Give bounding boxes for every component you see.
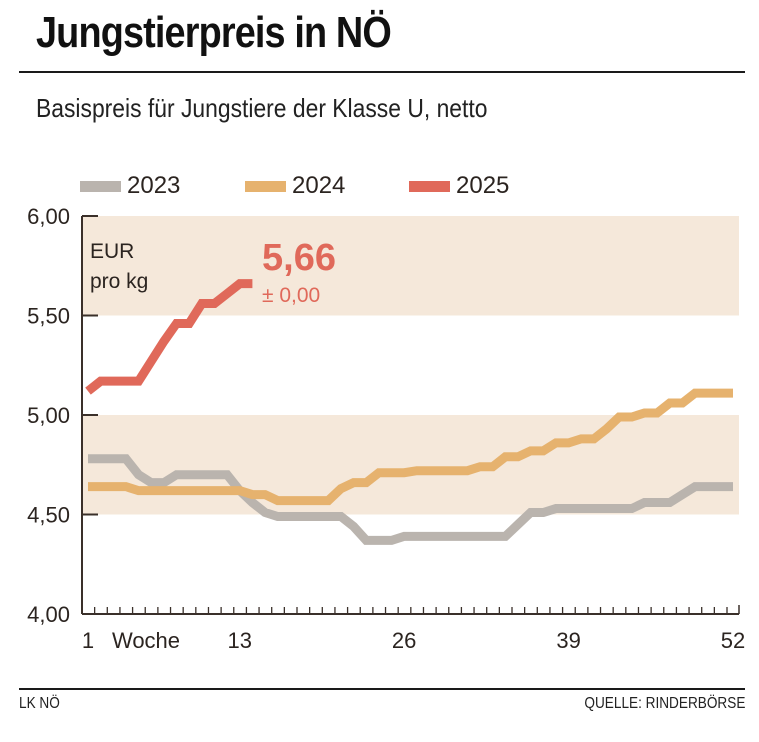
legend-swatch-2025 <box>409 180 450 192</box>
shaded-band-0 <box>82 216 739 316</box>
legend-swatch-2023 <box>80 180 121 192</box>
legend-label-2023: 2023 <box>127 172 181 199</box>
x-tick-label: 1 <box>82 628 94 653</box>
footer-credit: LK NÖ <box>19 695 60 712</box>
series-line-2025 <box>85 279 253 395</box>
legend-item-2023: 2023 <box>80 172 180 200</box>
series-lines <box>85 279 733 545</box>
unit-label-line1: EUR <box>90 240 134 263</box>
legend-item-2025: 2025 <box>409 172 509 200</box>
legend-swatch-2024 <box>245 180 286 192</box>
shaded-bands <box>82 216 739 515</box>
current-value: 5,66 <box>262 237 336 279</box>
y-tick-label: 6,00 <box>27 204 70 229</box>
legend-label-2024: 2024 <box>292 172 346 199</box>
y-tick-label: 4,00 <box>27 602 70 627</box>
x-tick-label: 26 <box>392 628 416 653</box>
legend-item-2024: 2024 <box>245 172 345 200</box>
x-tick-label: 52 <box>721 628 745 653</box>
chart-title: Jungstierpreis in NÖ <box>36 8 392 57</box>
footer-source: QUELLE: RINDERBÖRSE <box>584 695 745 712</box>
chart-labels: 6,00 5,50 5,00 4,50 4,00 1 13 26 39 52 Woche EUR pro… <box>27 204 745 653</box>
value-change: ± 0,00 <box>262 284 320 307</box>
y-tick-label: 5,50 <box>27 304 70 329</box>
legend-label-2025: 2025 <box>456 172 510 199</box>
y-tick-label: 5,00 <box>27 403 70 428</box>
unit-label-line2: pro kg <box>90 270 148 293</box>
chart-subtitle: Basispreis für Jungstiere der Klasse U, … <box>36 93 488 123</box>
x-tick-label: 13 <box>228 628 252 653</box>
shaded-band-1 <box>82 415 739 515</box>
series-line-2024 <box>88 388 733 506</box>
x-axis-title: Woche <box>112 628 180 653</box>
y-tick-label: 4,50 <box>27 503 70 528</box>
x-tick-label: 39 <box>556 628 580 653</box>
axes <box>81 215 740 615</box>
footer-divider <box>19 688 745 690</box>
title-divider <box>19 71 745 73</box>
legend: 2023 2024 2025 <box>80 172 580 202</box>
series-line-2023 <box>88 454 733 545</box>
line-chart: 6,00 5,50 5,00 4,50 4,00 1 13 26 39 52 Woche EUR pro… <box>27 204 745 653</box>
